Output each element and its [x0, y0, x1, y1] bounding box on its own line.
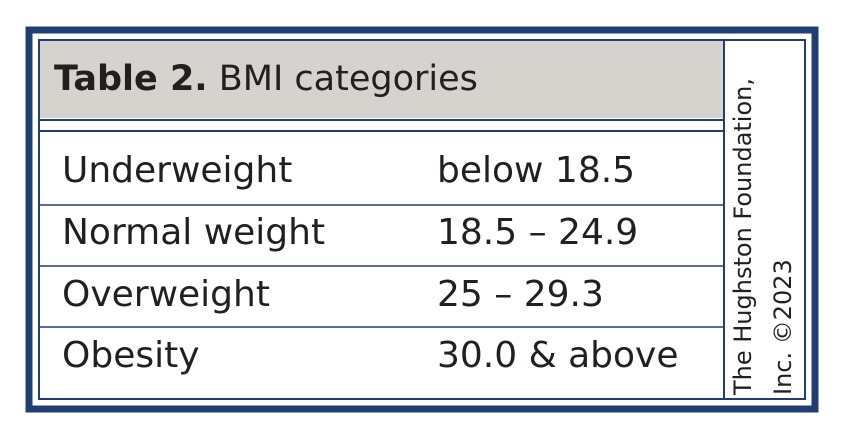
range-cell: 25 – 29.3: [437, 274, 604, 315]
range-cell: 18.5 – 24.9: [437, 212, 638, 253]
table-title: BMI categories: [219, 59, 478, 99]
range-cell: 30.0 & above: [437, 335, 679, 376]
table-heading: Table 2. BMI categories: [54, 59, 478, 99]
outer-border: [25, 26, 819, 413]
category-cell: Overweight: [62, 274, 270, 315]
inner-border: [38, 39, 806, 400]
category-cell: Underweight: [62, 150, 292, 191]
credit-line: The Hughston Foundation,: [729, 78, 757, 396]
category-cell: Normal weight: [62, 212, 325, 253]
credit-line: Inc. ©2023: [769, 259, 797, 395]
category-cell: Obesity: [62, 335, 200, 376]
table-label: Table 2.: [54, 59, 208, 99]
header-background: [40, 41, 724, 118]
range-cell: below 18.5: [437, 150, 635, 191]
table-body: Underweight below 18.5 Normal weight 18.5 –…: [62, 150, 679, 376]
